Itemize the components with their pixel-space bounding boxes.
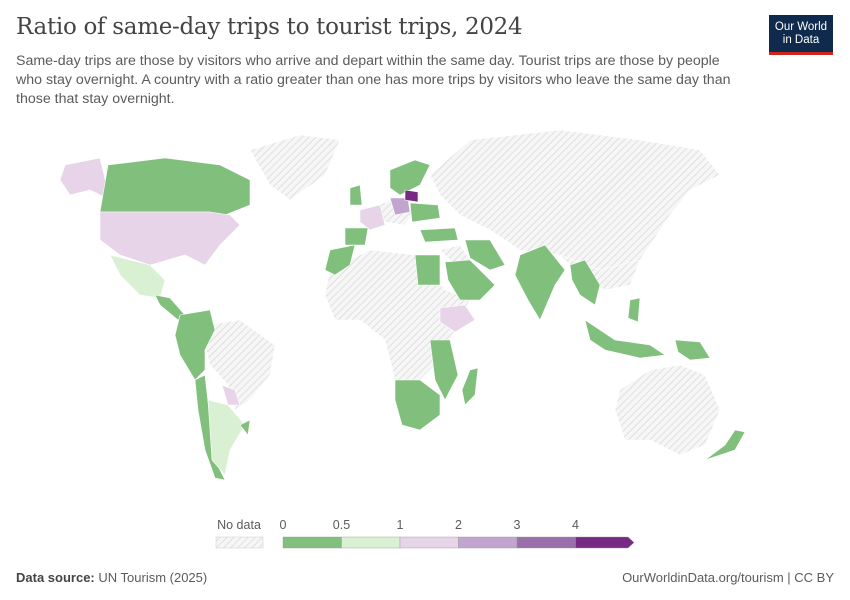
region-scandinavia[interactable] — [389, 159, 431, 196]
region-russia-china[interactable] — [429, 129, 721, 271]
colored-regions — [59, 157, 746, 481]
data-source: Data source: UN Tourism (2025) — [16, 570, 207, 585]
region-turkey[interactable] — [419, 227, 459, 243]
region-saudi-oman[interactable] — [444, 259, 496, 301]
region-france[interactable] — [359, 204, 386, 231]
legend-tick-label: 4 — [572, 518, 579, 532]
region-alaska[interactable] — [59, 157, 111, 201]
chart-subtitle: Same-day trips are those by visitors who… — [16, 53, 731, 107]
region-united-states[interactable] — [99, 211, 241, 266]
region-poland[interactable] — [389, 197, 411, 216]
region-canada[interactable] — [99, 157, 251, 216]
legend-tick-label: 1 — [397, 518, 404, 532]
footer-url[interactable]: OurWorldinData.org/tourism | CC BY — [622, 570, 834, 585]
owid-logo[interactable]: Our World in Data — [769, 15, 833, 55]
region-egypt[interactable] — [414, 254, 441, 286]
region-brazil[interactable] — [204, 319, 276, 411]
region-tanzania-mozambique[interactable] — [429, 339, 459, 401]
source-text: UN Tourism (2025) — [98, 570, 208, 585]
region-uk-ireland[interactable] — [349, 184, 363, 206]
region-papua-new-guinea[interactable] — [674, 339, 711, 361]
legend-bin-3[interactable] — [458, 536, 518, 549]
region-india[interactable] — [514, 244, 566, 321]
legend-tick-label: 0.5 — [333, 518, 350, 532]
logo-line-1: Our World — [774, 20, 828, 33]
no-data-regions — [204, 129, 721, 456]
region-greenland[interactable] — [249, 134, 341, 201]
legend-bin-4[interactable] — [516, 536, 576, 549]
legend-bin-1[interactable] — [341, 536, 401, 549]
region-philippines[interactable] — [627, 297, 641, 323]
region-australia[interactable] — [614, 364, 721, 456]
region-se-asia[interactable] — [569, 259, 601, 306]
region-ukraine-romania[interactable] — [409, 202, 441, 223]
legend-tick-label: 2 — [455, 518, 462, 532]
source-label: Data source: — [16, 570, 95, 585]
region-uruguay[interactable] — [239, 419, 251, 436]
region-southern-africa[interactable] — [394, 379, 441, 431]
legend-bin-2[interactable] — [399, 536, 459, 549]
region-paraguay[interactable] — [221, 384, 241, 406]
legend-tick-label: 3 — [514, 518, 521, 532]
legend-no-data-label: No data — [217, 518, 261, 532]
logo-line-2: in Data — [782, 33, 820, 46]
region-argentina[interactable] — [207, 399, 246, 476]
region-belarus[interactable] — [404, 189, 419, 203]
region-spain-portugal[interactable] — [344, 227, 369, 246]
region-iran[interactable] — [464, 239, 506, 271]
legend: No data 0 0.5 1 2 3 4 — [215, 518, 635, 549]
legend-bin-5[interactable] — [575, 536, 635, 549]
region-indonesia[interactable] — [584, 319, 666, 359]
legend-bin-0[interactable] — [282, 536, 342, 549]
region-new-zealand[interactable] — [704, 429, 746, 461]
region-madagascar[interactable] — [461, 367, 479, 406]
legend-tick-label: 0 — [280, 518, 287, 532]
region-morocco[interactable] — [324, 244, 356, 276]
region-ethiopia[interactable] — [439, 304, 476, 333]
chart-title: Ratio of same-day trips to tourist trips… — [16, 14, 523, 40]
legend-no-data-swatch — [215, 536, 264, 549]
region-colombia-peru[interactable] — [174, 309, 216, 381]
